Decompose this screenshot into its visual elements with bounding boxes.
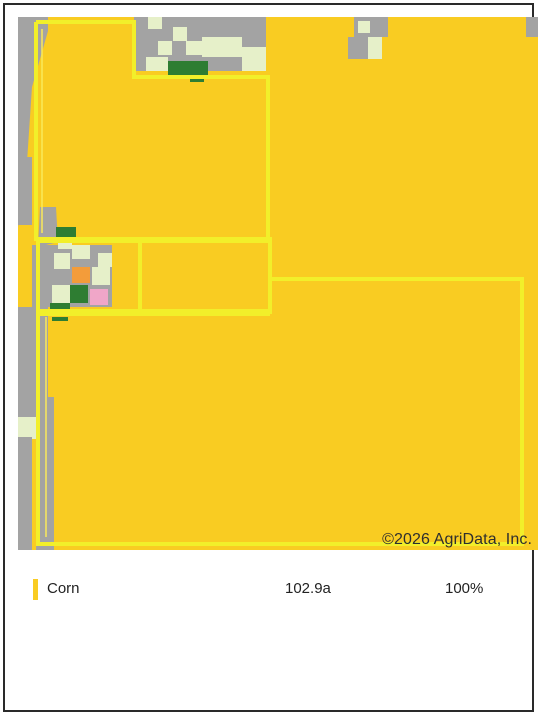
copyright-notice: ©2026 AgriData, Inc. (382, 531, 532, 548)
crop-map-canvas (18, 17, 538, 550)
legend-crop-acres: 102.9a (285, 580, 331, 597)
legend-row: Corn 102.9a 100% (33, 577, 533, 603)
legend-color-swatch (33, 579, 38, 600)
field-boundary-south (36, 277, 524, 546)
field-boundaries (34, 20, 524, 546)
legend-crop-label: Corn (47, 580, 80, 597)
report-frame: ©2026 AgriData, Inc. Corn 102.9a 100% (3, 3, 538, 712)
left-landcover-strip (18, 17, 112, 550)
top-landcover-patch (134, 17, 266, 82)
field-boundary-inner-lines (41, 29, 47, 537)
legend-crop-percent: 100% (445, 580, 484, 597)
crop-map: ©2026 AgriData, Inc. (18, 17, 538, 550)
top-right-landcover-patch (348, 17, 538, 59)
